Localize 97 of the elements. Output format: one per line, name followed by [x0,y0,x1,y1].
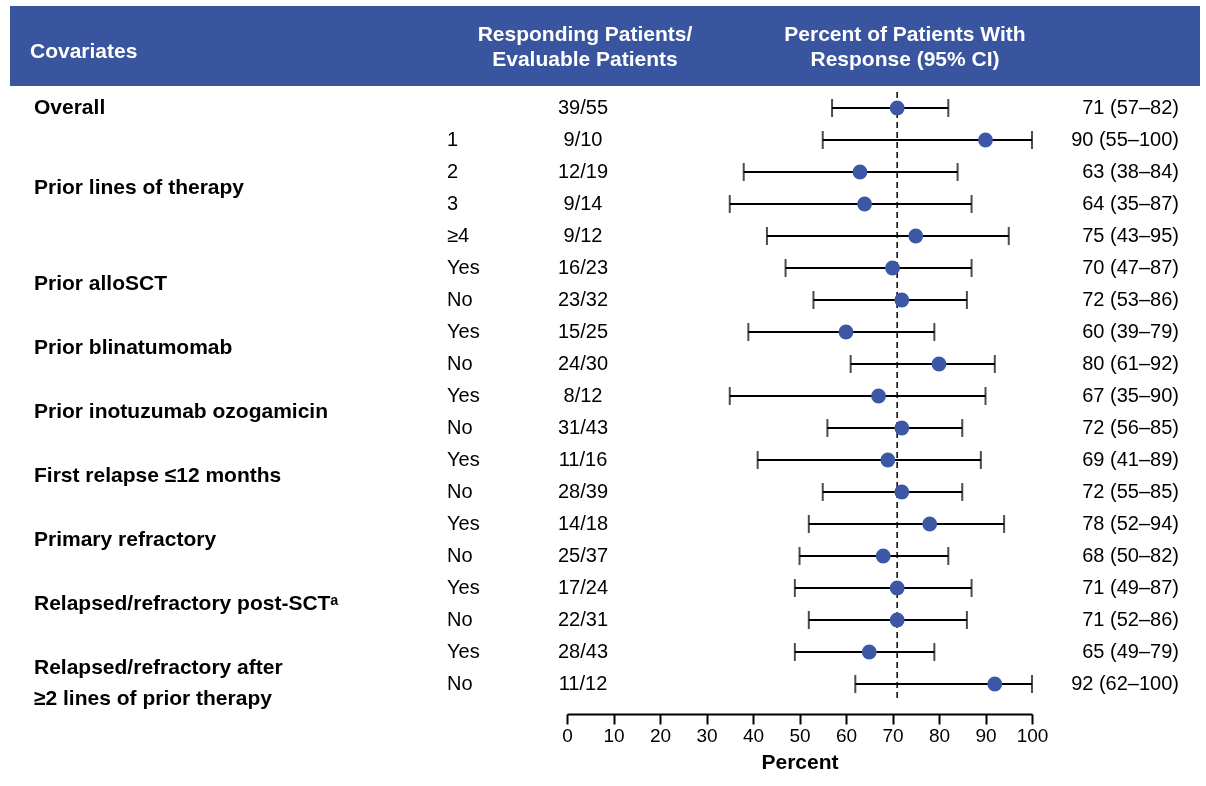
annotation: 17/24 [557,576,609,598]
y-tick-label: Yes [447,448,480,470]
text: Relapsed/refractory after ≥2 lines of prior therapy [34,655,283,709]
y-tick-label: No [447,480,473,502]
annotation: 14/18 [557,512,609,534]
x-tick-label: 0 [562,724,573,746]
data-label: 70 (47–87) [1082,256,1179,278]
annotation: 9/12 [563,224,603,246]
point [871,388,886,404]
y-tick-label: Yes [447,512,480,534]
annotation: 25/37 [557,544,609,566]
point [861,644,877,660]
annotation: 39/55 [557,96,609,118]
annotation: 28/39 [557,480,609,502]
point [889,100,905,116]
x-tick-label: 60 [835,724,858,746]
data-label: 71 (52–86) [1082,608,1179,630]
y-tick-label: 3 [447,192,459,214]
data-label: 67 (35–90) [1082,384,1179,406]
annotation: 22/31 [557,608,609,630]
point [894,420,910,436]
x-tick-label: 80 [928,724,951,746]
data-label: 65 (49–79) [1082,640,1179,662]
annotation: 28/43 [557,640,609,662]
text: Prior blinatumomab [34,335,233,358]
x-tick-label: 100 [1016,724,1049,746]
text: Primary refractory [34,527,217,550]
annotation: 8/12 [563,384,603,406]
data-label: 80 (61–92) [1082,352,1179,374]
x-tick-label: 90 [975,724,997,746]
data-label: 63 (38–84) [1082,160,1179,182]
annotation: 11/16 [558,448,608,470]
point [894,292,910,308]
text: First relapse ≤12 months [34,463,282,486]
x-axis-title: Percent [761,749,839,773]
annotation: 9/10 [563,128,603,150]
point [838,324,854,340]
text: Overall [34,95,106,118]
y-tick-label: Yes [447,640,480,662]
x-tick-label: 20 [649,724,672,746]
y-tick-label: No [447,416,473,438]
point [908,228,924,244]
y-tick-label: Yes [447,576,480,598]
text: Prior alloSCT [34,271,168,294]
point [852,164,868,180]
data-label: 90 (55–100) [1071,128,1179,150]
point [922,516,938,532]
y-tick-label: No [447,608,473,630]
data-label: 78 (52–94) [1082,512,1179,534]
annotation: 9/14 [563,192,603,214]
y-tick-label: Yes [447,384,480,406]
x-tick-label: 70 [882,724,904,746]
data-label: 92 (62–100) [1071,672,1179,694]
y-tick-label: ≥4 [447,224,470,246]
point [931,356,947,372]
data-label: 75 (43–95) [1082,224,1179,246]
data-label: 72 (55–85) [1082,480,1179,502]
point [987,676,1003,692]
y-tick-label: No [447,288,473,310]
text: Prior inotuzumab ozogamicin [34,399,329,422]
y-tick-label: Yes [447,320,480,342]
data-label: 72 (56–85) [1082,416,1179,438]
y-tick-label: 2 [447,160,459,182]
annotation: 23/32 [557,288,609,310]
point [978,132,993,148]
annotation: 12/19 [557,160,609,182]
x-tick-label: 40 [742,724,765,746]
data-label: 72 (53–86) [1082,288,1179,310]
data-label: 68 (50–82) [1082,544,1179,566]
data-label: 69 (41–89) [1082,448,1179,470]
y-tick-label: No [447,352,473,374]
point [889,612,905,628]
annotation: 31/43 [557,416,609,438]
y-tick-label: No [447,672,473,694]
data-label: 71 (57–82) [1082,96,1179,118]
data-label: 71 (49–87) [1082,576,1179,598]
y-tick-label: Yes [447,256,480,278]
text: Prior lines of therapy [34,175,245,198]
point [880,452,896,468]
x-tick-label: 30 [696,724,718,746]
point [885,260,900,276]
annotation: 16/23 [557,256,609,278]
point [894,484,910,500]
table-header: Covariates Responding Patients/ Evaluable Patients Percent of Patients With Response (95% CI) [10,6,1200,86]
annotation: 11/12 [558,672,608,694]
text: Relapsed/refractory post-SCTᵃ [34,591,339,614]
point [857,196,873,212]
x-tick-label: 50 [789,724,811,746]
y-tick-label: 1 [447,128,459,150]
annotation: 24/30 [557,352,609,374]
annotation: 15/25 [557,320,609,342]
data-label: 60 (39–79) [1082,320,1179,342]
point [875,548,891,564]
y-tick-label: No [447,544,473,566]
x-tick-label: 10 [603,724,625,746]
data-label: 64 (35–87) [1082,192,1179,214]
point [889,580,905,596]
